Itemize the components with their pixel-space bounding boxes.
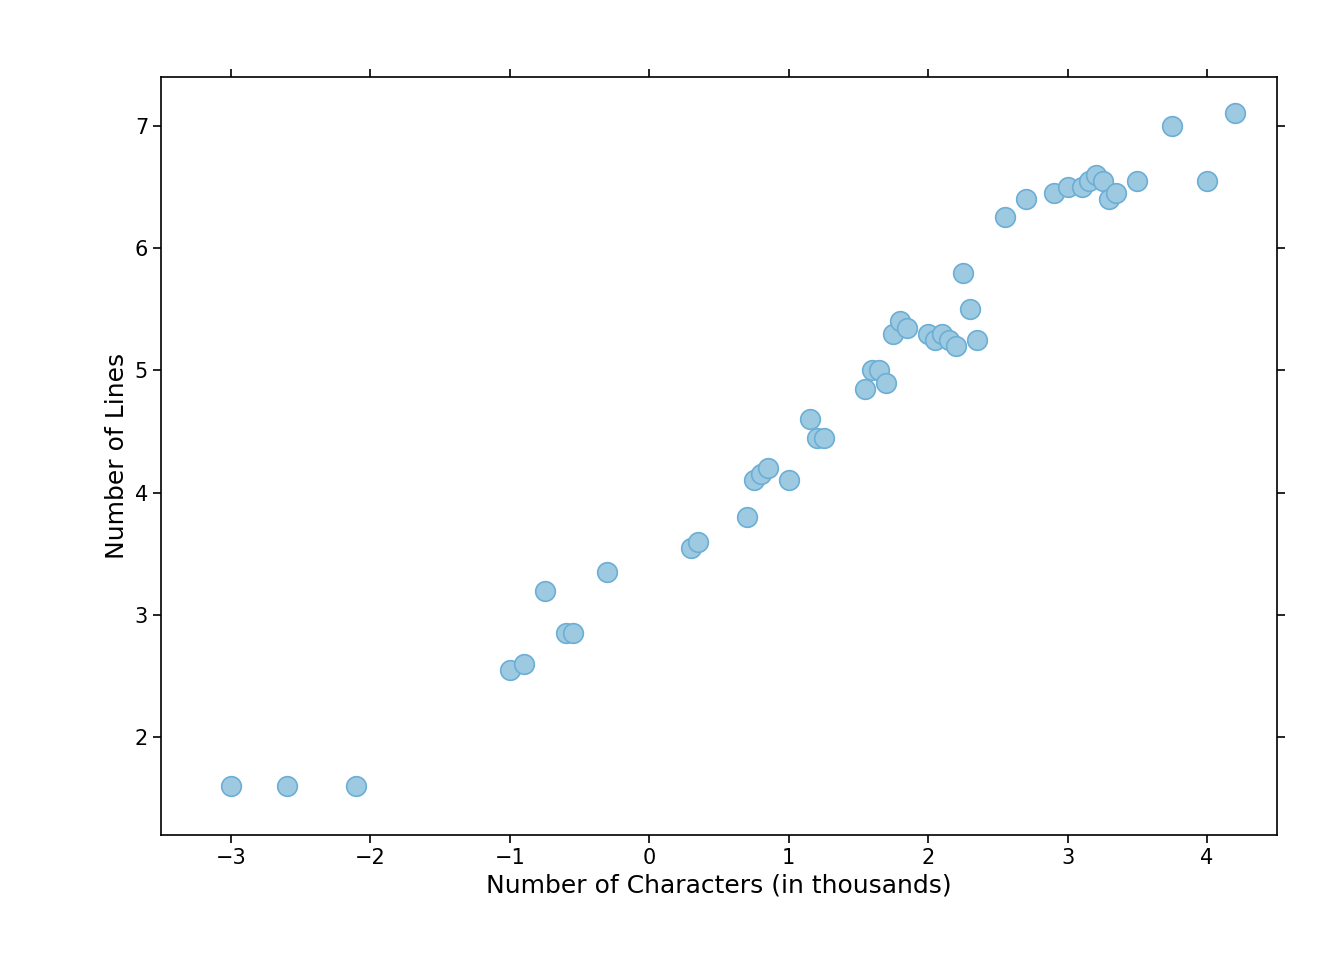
Point bbox=[499, 662, 520, 678]
Point bbox=[875, 375, 896, 391]
Point bbox=[1056, 180, 1078, 195]
Y-axis label: Number of Lines: Number of Lines bbox=[105, 353, 129, 559]
Point bbox=[862, 363, 883, 378]
Point bbox=[680, 540, 702, 556]
Point bbox=[1106, 185, 1128, 201]
Point bbox=[743, 472, 765, 488]
Point bbox=[555, 626, 577, 641]
Point bbox=[995, 210, 1016, 226]
Point bbox=[868, 363, 890, 378]
Point bbox=[345, 779, 367, 794]
Point bbox=[534, 583, 555, 598]
Point bbox=[220, 779, 242, 794]
Point bbox=[1085, 167, 1106, 182]
Point bbox=[925, 332, 946, 348]
Point bbox=[1091, 173, 1113, 188]
Point bbox=[1043, 185, 1064, 201]
Point bbox=[896, 320, 918, 335]
Point bbox=[687, 534, 708, 549]
Point bbox=[966, 332, 988, 348]
Point bbox=[883, 326, 905, 342]
X-axis label: Number of Characters (in thousands): Number of Characters (in thousands) bbox=[487, 874, 952, 898]
Point bbox=[778, 472, 800, 488]
Point bbox=[1126, 173, 1148, 188]
Point bbox=[757, 461, 778, 476]
Point bbox=[562, 626, 583, 641]
Point bbox=[855, 381, 876, 396]
Point bbox=[737, 510, 758, 525]
Point bbox=[1161, 118, 1183, 133]
Point bbox=[1071, 180, 1093, 195]
Point bbox=[597, 564, 618, 580]
Point bbox=[813, 430, 835, 445]
Point bbox=[890, 314, 911, 329]
Point bbox=[1098, 191, 1120, 206]
Point bbox=[798, 412, 820, 427]
Point bbox=[1224, 106, 1246, 121]
Point bbox=[945, 338, 966, 353]
Point bbox=[750, 467, 771, 482]
Point bbox=[938, 332, 960, 348]
Point bbox=[1196, 173, 1218, 188]
Point bbox=[1078, 173, 1099, 188]
Point bbox=[918, 326, 939, 342]
Point bbox=[960, 301, 981, 317]
Point bbox=[276, 779, 297, 794]
Point bbox=[953, 265, 974, 280]
Point bbox=[806, 430, 828, 445]
Point bbox=[1015, 191, 1036, 206]
Point bbox=[931, 326, 953, 342]
Point bbox=[513, 657, 535, 672]
